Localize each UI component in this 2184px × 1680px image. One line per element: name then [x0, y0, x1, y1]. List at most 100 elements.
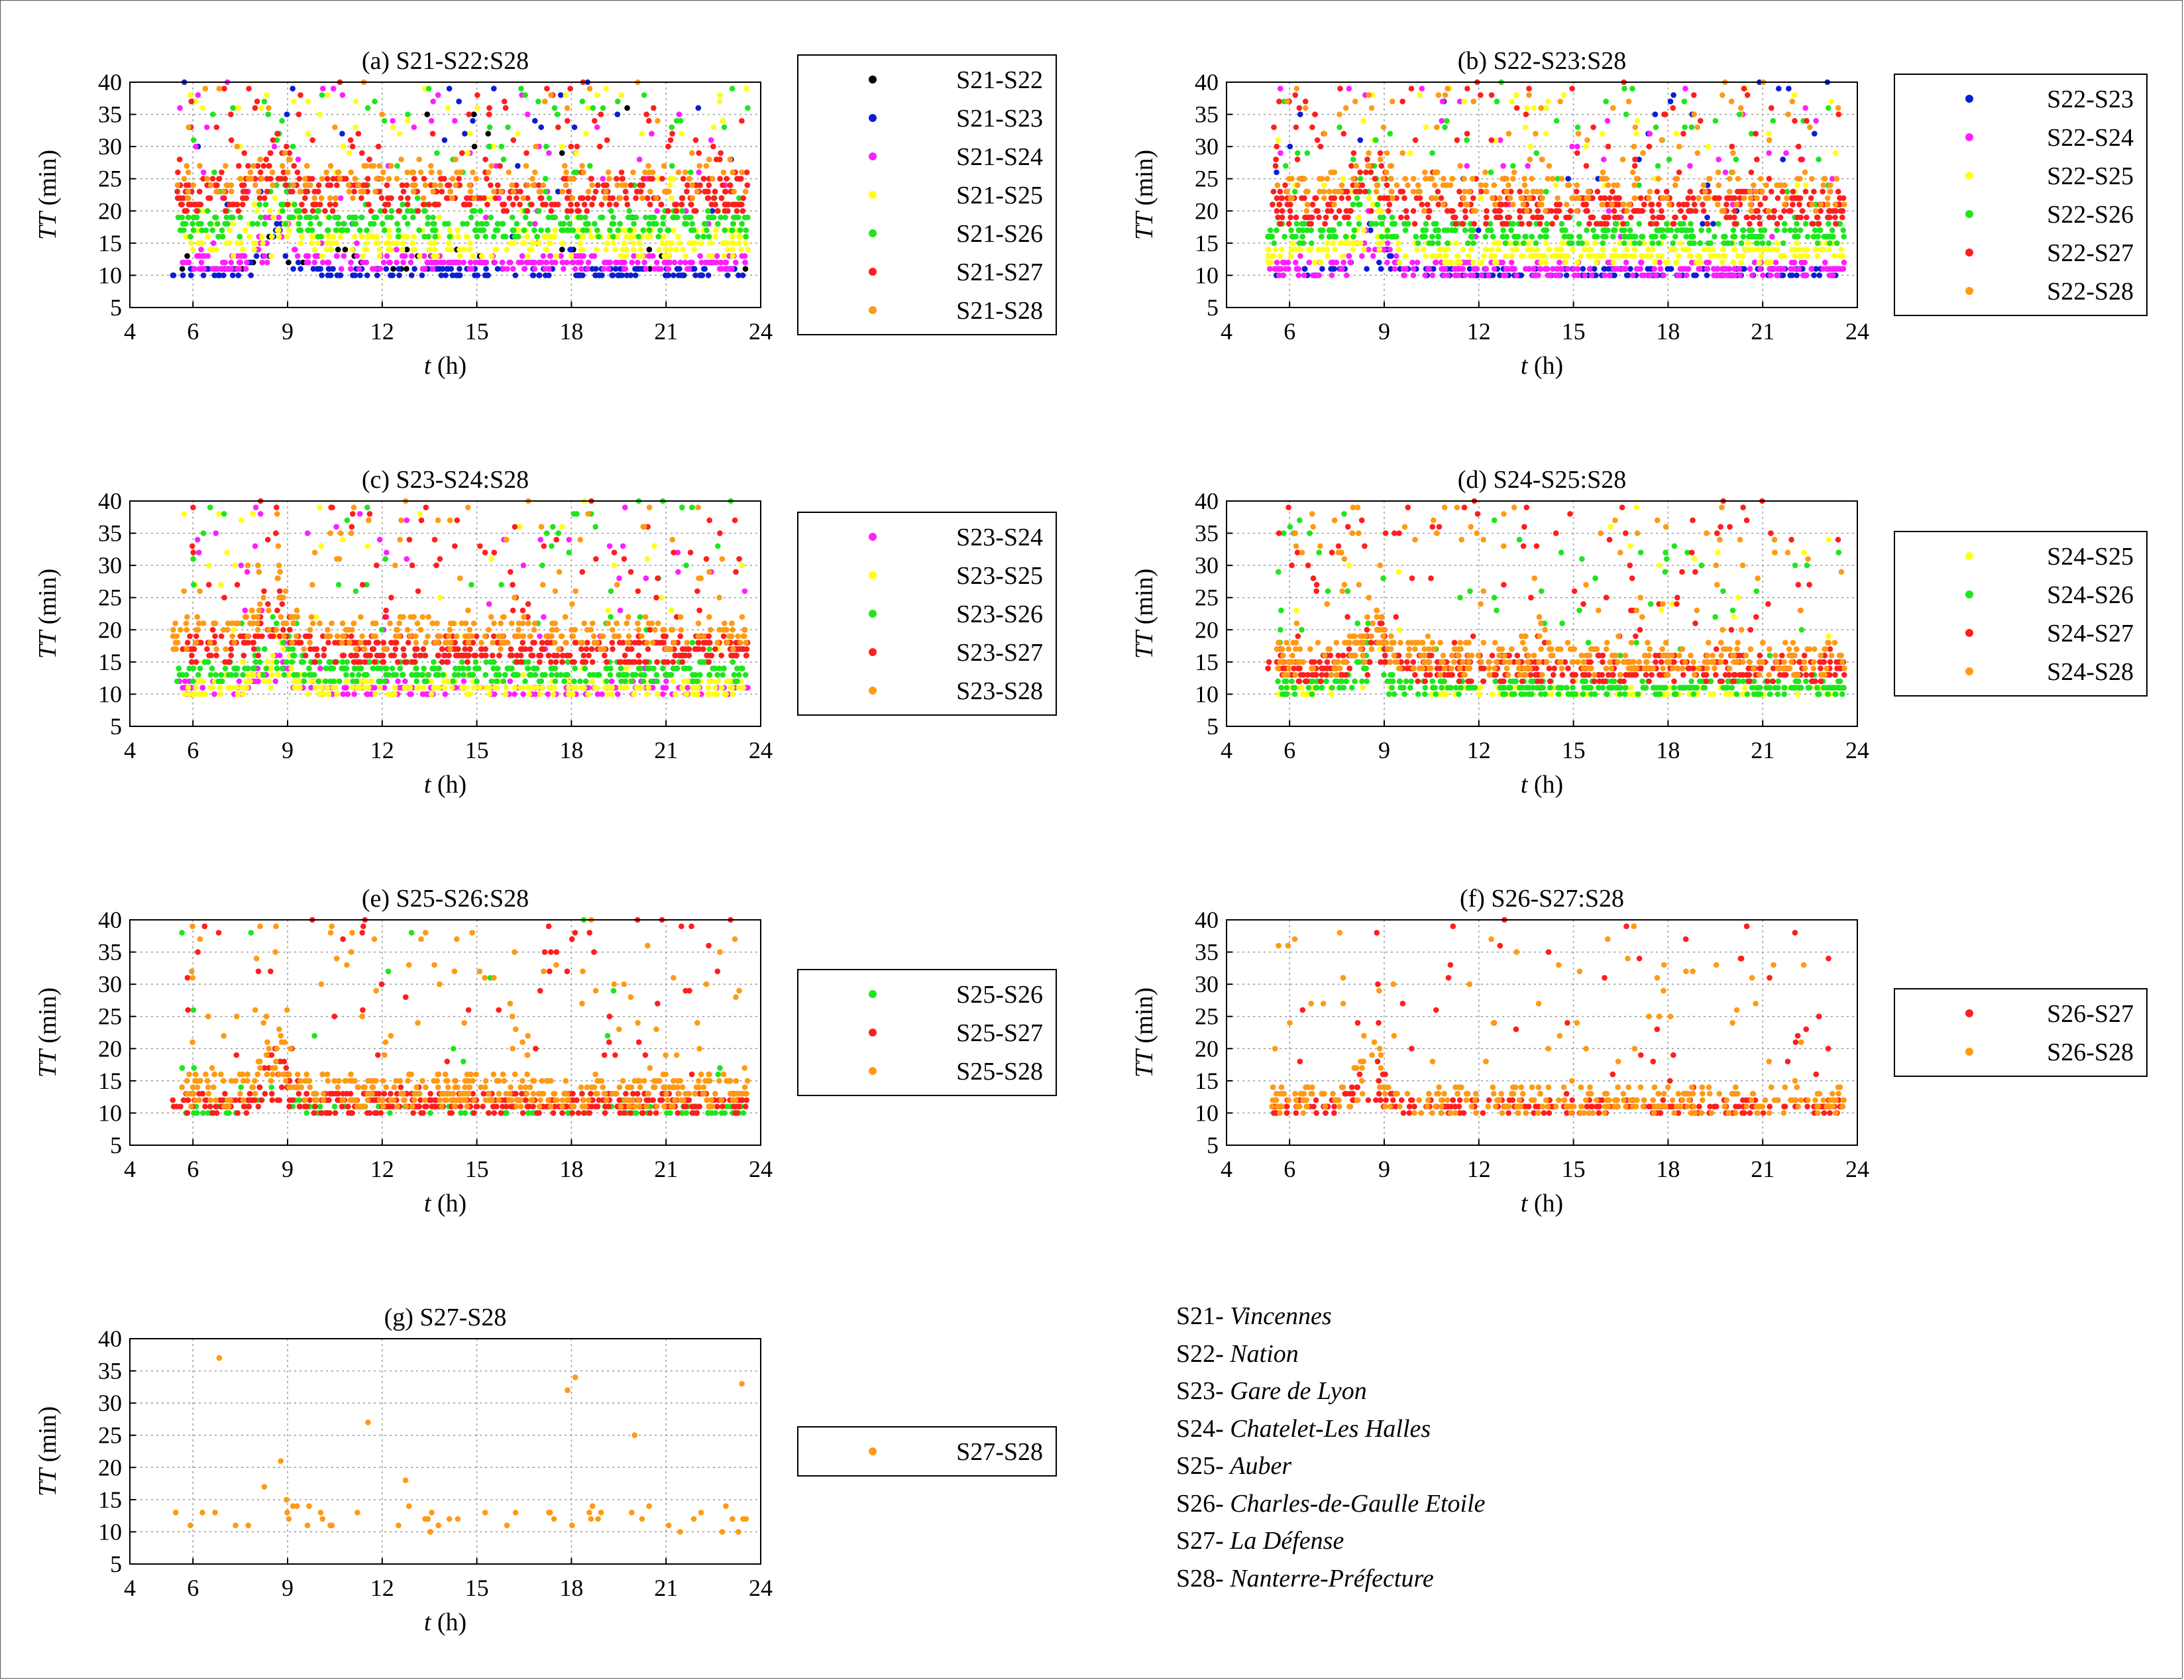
- data-point: [573, 150, 579, 156]
- data-point: [471, 143, 478, 150]
- data-point: [1441, 176, 1447, 182]
- data-point: [257, 511, 264, 517]
- data-point: [1721, 253, 1728, 259]
- data-point: [337, 233, 344, 240]
- data-point: [377, 266, 384, 272]
- data-point: [688, 169, 694, 176]
- data-point: [1539, 201, 1545, 207]
- data-point: [737, 233, 743, 240]
- data-point: [1527, 143, 1534, 150]
- data-point: [1539, 195, 1545, 201]
- data-point: [1705, 143, 1712, 150]
- data-point: [658, 201, 665, 207]
- data-point: [1583, 143, 1589, 150]
- legend-marker: [1965, 133, 1973, 141]
- data-point: [506, 195, 513, 201]
- data-point: [1448, 208, 1454, 214]
- data-point: [284, 188, 290, 195]
- data-point: [1423, 253, 1429, 259]
- data-point: [1282, 182, 1288, 188]
- data-point: [1288, 227, 1294, 233]
- data-point: [721, 665, 727, 671]
- data-point: [398, 195, 404, 201]
- data-point: [706, 672, 712, 678]
- data-point: [264, 537, 271, 543]
- data-point: [245, 163, 251, 169]
- data-point: [1781, 208, 1787, 214]
- data-point: [1295, 150, 1301, 156]
- data-point: [376, 253, 383, 259]
- data-point: [592, 524, 598, 530]
- data-point: [528, 672, 535, 678]
- data-point: [1814, 240, 1821, 247]
- data-point: [1831, 253, 1837, 259]
- data-point: [1631, 253, 1637, 259]
- data-point: [213, 530, 219, 536]
- data-point: [404, 266, 410, 272]
- data-point: [484, 221, 490, 227]
- data-point: [353, 98, 359, 105]
- data-point: [631, 691, 637, 697]
- data-point: [1508, 188, 1514, 195]
- subplot-title: (a) S21-S22:S28: [362, 47, 529, 75]
- data-point: [739, 221, 745, 227]
- data-point: [459, 659, 465, 665]
- data-point: [1814, 214, 1820, 221]
- data-point: [237, 176, 243, 182]
- data-point: [596, 143, 603, 150]
- data-point: [1377, 150, 1384, 156]
- data-point: [1600, 247, 1606, 252]
- data-point: [1621, 240, 1627, 247]
- data-point: [1278, 195, 1284, 201]
- data-point: [265, 111, 272, 117]
- data-point: [1629, 272, 1636, 278]
- data-point: [413, 665, 419, 671]
- data-point: [218, 582, 224, 588]
- data-point: [465, 665, 472, 671]
- data-point: [565, 227, 571, 233]
- data-point: [572, 266, 578, 272]
- data-point: [319, 253, 325, 259]
- data-point: [1470, 227, 1476, 233]
- data-point: [1381, 247, 1387, 252]
- data-point: [585, 691, 591, 697]
- data-point: [1518, 195, 1524, 201]
- data-point: [1804, 247, 1810, 252]
- data-point: [1293, 85, 1300, 91]
- data-point: [1674, 259, 1680, 266]
- data-point: [212, 214, 218, 221]
- data-point: [435, 201, 441, 207]
- data-point: [396, 208, 402, 214]
- data-point: [532, 221, 538, 227]
- data-point: [727, 182, 734, 188]
- data-point: [520, 691, 526, 697]
- data-point: [545, 214, 551, 221]
- data-point: [1492, 259, 1498, 266]
- data-point: [679, 504, 685, 510]
- data-point: [1438, 195, 1445, 201]
- data-point: [1580, 266, 1586, 272]
- data-point: [1719, 208, 1725, 214]
- data-point: [736, 195, 742, 201]
- data-point: [1735, 188, 1741, 195]
- data-point: [474, 678, 480, 685]
- data-point: [1645, 247, 1651, 252]
- data-point: [195, 672, 201, 678]
- data-point: [1513, 105, 1520, 111]
- data-point: [602, 188, 609, 195]
- legend-label: S22-S26: [2047, 201, 2134, 229]
- data-point: [1570, 247, 1576, 252]
- data-point: [482, 672, 489, 678]
- data-point: [442, 691, 449, 697]
- data-point: [659, 240, 665, 247]
- data-point: [301, 672, 307, 678]
- data-point: [1331, 195, 1338, 201]
- data-point: [1524, 105, 1530, 111]
- data-point: [364, 188, 370, 195]
- data-point: [483, 659, 490, 665]
- data-point: [1561, 233, 1568, 240]
- data-point: [536, 240, 543, 247]
- data-point: [282, 176, 288, 182]
- data-point: [518, 188, 523, 195]
- data-point: [282, 253, 289, 259]
